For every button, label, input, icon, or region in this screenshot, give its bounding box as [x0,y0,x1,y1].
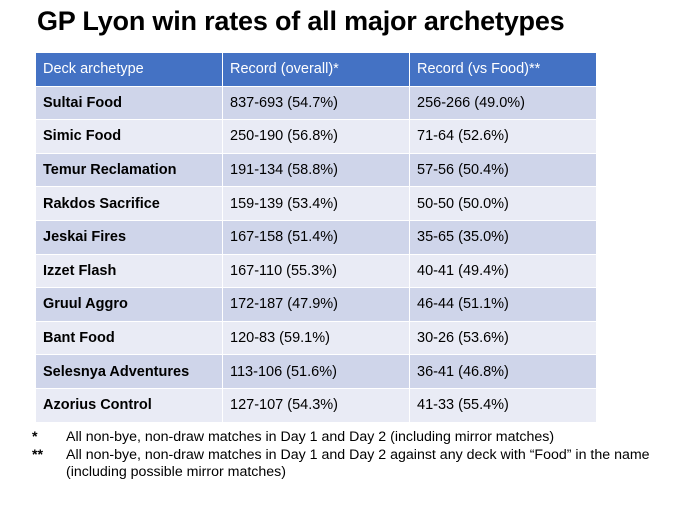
table-row: Temur Reclamation 191-134 (58.8%) 57-56 … [35,152,597,188]
record-overall-cell: 250-190 (56.8%) [222,119,410,154]
table-row: Jeskai Fires 167-158 (51.4%) 35-65 (35.0… [35,219,597,255]
deck-archetype-cell: Selesnya Adventures [35,354,223,389]
record-overall-cell: 159-139 (53.4%) [222,186,410,221]
table-row: Simic Food 250-190 (56.8%) 71-64 (52.6%) [35,119,597,154]
archetype-win-rate-table: Deck archetype Record (overall)* Record … [35,52,597,423]
table-row: Rakdos Sacrifice 159-139 (53.4%) 50-50 (… [35,186,597,221]
deck-archetype-cell: Azorius Control [35,387,223,423]
table-row: Sultai Food 837-693 (54.7%) 256-266 (49.… [35,85,597,121]
record-overall-cell: 127-107 (54.3%) [222,387,410,423]
table-row: Izzet Flash 167-110 (55.3%) 40-41 (49.4%… [35,253,597,289]
page-title: GP Lyon win rates of all major archetype… [37,6,565,36]
header-record-vs-food: Record (vs Food)** [409,52,597,87]
record-overall-cell: 167-158 (51.4%) [222,219,410,255]
deck-archetype-cell: Rakdos Sacrifice [35,186,223,221]
record-vs-food-cell: 35-65 (35.0%) [409,219,597,255]
deck-archetype-cell: Gruul Aggro [35,287,223,322]
record-overall-cell: 120-83 (59.1%) [222,320,410,356]
record-vs-food-cell: 36-41 (46.8%) [409,354,597,389]
deck-archetype-cell: Sultai Food [35,85,223,121]
footnote-mark: * [32,429,38,445]
deck-archetype-cell: Izzet Flash [35,253,223,289]
footnote-text: All non-bye, non-draw matches in Day 1 a… [66,446,650,481]
table-row: Gruul Aggro 172-187 (47.9%) 46-44 (51.1%… [35,287,597,322]
record-overall-cell: 191-134 (58.8%) [222,152,410,188]
table-row: Azorius Control 127-107 (54.3%) 41-33 (5… [35,387,597,423]
deck-archetype-cell: Temur Reclamation [35,152,223,188]
footnote-overall: * All non-bye, non-draw matches in Day 1… [32,429,652,447]
record-vs-food-cell: 57-56 (50.4%) [409,152,597,188]
record-vs-food-cell: 41-33 (55.4%) [409,387,597,423]
record-vs-food-cell: 30-26 (53.6%) [409,320,597,356]
header-deck-archetype: Deck archetype [35,52,223,87]
record-vs-food-cell: 46-44 (51.1%) [409,287,597,322]
record-overall-cell: 167-110 (55.3%) [222,253,410,289]
footnotes: * All non-bye, non-draw matches in Day 1… [32,429,652,482]
deck-archetype-cell: Simic Food [35,119,223,154]
footnote-mark: ** [32,446,44,463]
record-vs-food-cell: 71-64 (52.6%) [409,119,597,154]
footnote-vs-food: ** All non-bye, non-draw matches in Day … [32,447,652,482]
table-row: Selesnya Adventures 113-106 (51.6%) 36-4… [35,354,597,389]
record-vs-food-cell: 256-266 (49.0%) [409,85,597,121]
table-header-row: Deck archetype Record (overall)* Record … [35,52,597,87]
footnote-text: All non-bye, non-draw matches in Day 1 a… [66,429,555,445]
record-overall-cell: 172-187 (47.9%) [222,287,410,322]
record-vs-food-cell: 50-50 (50.0%) [409,186,597,221]
deck-archetype-cell: Jeskai Fires [35,219,223,255]
record-overall-cell: 113-106 (51.6%) [222,354,410,389]
header-record-overall: Record (overall)* [222,52,410,87]
record-vs-food-cell: 40-41 (49.4%) [409,253,597,289]
deck-archetype-cell: Bant Food [35,320,223,356]
table-row: Bant Food 120-83 (59.1%) 30-26 (53.6%) [35,320,597,356]
record-overall-cell: 837-693 (54.7%) [222,85,410,121]
